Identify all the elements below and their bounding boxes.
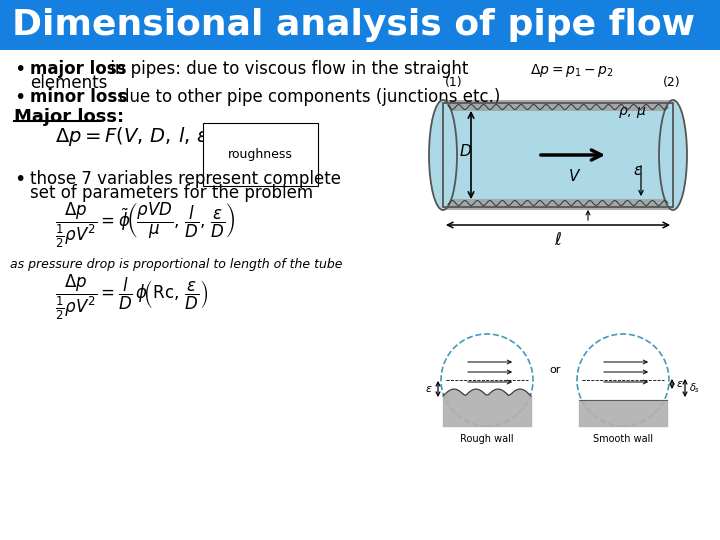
Text: elements: elements bbox=[30, 74, 107, 92]
Text: $\varepsilon$: $\varepsilon$ bbox=[676, 379, 683, 389]
Circle shape bbox=[577, 334, 669, 426]
Text: $\rho,\,\mu$: $\rho,\,\mu$ bbox=[618, 105, 647, 120]
Text: $\varepsilon$: $\varepsilon$ bbox=[633, 163, 643, 178]
Text: Dimensional analysis of pipe flow: Dimensional analysis of pipe flow bbox=[12, 8, 695, 42]
Text: $\ell$: $\ell$ bbox=[554, 231, 562, 249]
Text: (1): (1) bbox=[445, 76, 463, 89]
Text: Rough wall: Rough wall bbox=[460, 434, 514, 444]
Text: $\delta_s$: $\delta_s$ bbox=[689, 381, 701, 395]
Text: $\Delta p = p_1 - p_2$: $\Delta p = p_1 - p_2$ bbox=[530, 62, 613, 79]
Text: Major loss:: Major loss: bbox=[14, 108, 124, 126]
Text: or: or bbox=[549, 365, 561, 375]
Text: $\varepsilon$: $\varepsilon$ bbox=[426, 384, 433, 394]
Text: major loss: major loss bbox=[30, 60, 127, 78]
Text: minor loss: minor loss bbox=[30, 88, 127, 106]
Text: as pressure drop is proportional to length of the tube: as pressure drop is proportional to leng… bbox=[10, 258, 343, 271]
Text: (2): (2) bbox=[663, 76, 680, 89]
Text: those 7 variables represent complete: those 7 variables represent complete bbox=[30, 170, 341, 188]
Text: in pipes: due to viscous flow in the straight: in pipes: due to viscous flow in the str… bbox=[105, 60, 469, 78]
Text: $\Delta p = F(V,\,D,\,l,\,\varepsilon,\,\mu,\,\rho)$: $\Delta p = F(V,\,D,\,l,\,\varepsilon,\,… bbox=[55, 125, 266, 148]
Bar bbox=[443, 103, 673, 207]
Bar bbox=[443, 100, 673, 111]
Bar bbox=[443, 199, 673, 210]
Text: set of parameters for the problem: set of parameters for the problem bbox=[30, 184, 313, 202]
Text: $V$: $V$ bbox=[568, 168, 581, 184]
Text: Smooth wall: Smooth wall bbox=[593, 434, 653, 444]
Text: •: • bbox=[14, 170, 25, 189]
Ellipse shape bbox=[659, 100, 687, 210]
Text: $\dfrac{\Delta p}{\frac{1}{2}\rho V^2} = \dfrac{l}{D}\,\phi\!\left(\mathrm{Rc},\: $\dfrac{\Delta p}{\frac{1}{2}\rho V^2} =… bbox=[55, 272, 208, 322]
Text: $\dfrac{\Delta p}{\frac{1}{2}\rho V^2} = \tilde{\phi}\!\left(\dfrac{\rho VD}{\mu: $\dfrac{\Delta p}{\frac{1}{2}\rho V^2} =… bbox=[55, 200, 235, 249]
Circle shape bbox=[441, 334, 533, 426]
Bar bbox=[443, 103, 673, 207]
Text: •: • bbox=[14, 60, 25, 79]
Text: $D$: $D$ bbox=[459, 143, 472, 159]
Bar bbox=[0, 0, 720, 50]
Ellipse shape bbox=[429, 100, 457, 210]
Text: : due to other pipe components (junctions etc.): : due to other pipe components (junction… bbox=[108, 88, 500, 106]
Text: roughness: roughness bbox=[217, 139, 293, 161]
Text: •: • bbox=[14, 88, 25, 107]
